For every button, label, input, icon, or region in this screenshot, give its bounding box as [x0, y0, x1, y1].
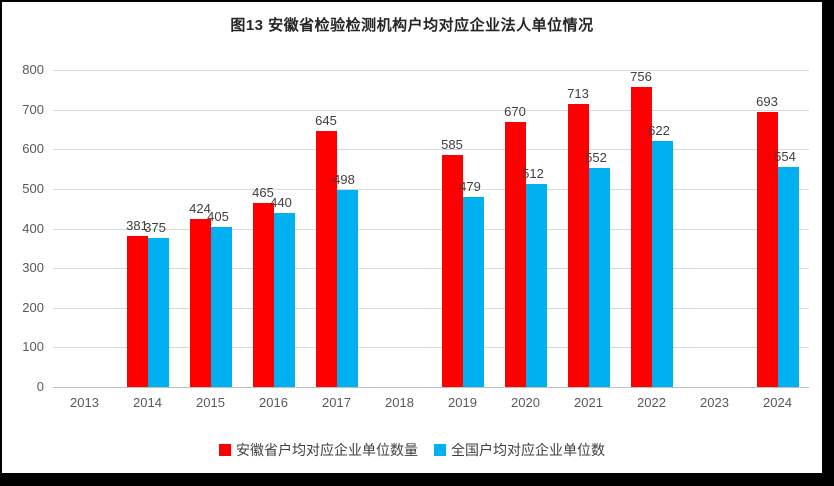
y-axis-tick-label: 700 — [22, 101, 44, 117]
gridline — [53, 228, 809, 230]
gridline — [53, 188, 809, 190]
gridline — [53, 109, 809, 111]
national-bar — [273, 212, 295, 387]
bar-value-label: 381 — [126, 218, 148, 234]
legend-swatch-icon — [219, 444, 231, 456]
bar-value-label: 405 — [207, 208, 229, 224]
anhui-bar — [315, 131, 337, 387]
bar-value-label: 440 — [270, 194, 292, 210]
y-axis-tick-label: 500 — [22, 180, 44, 196]
x-axis-tick-label: 2017 — [322, 395, 351, 410]
anhui-bar — [567, 104, 589, 387]
x-axis-tick-label: 2020 — [511, 395, 540, 410]
bar-value-label: 585 — [441, 137, 463, 153]
legend-swatch-icon — [434, 444, 446, 456]
bar-value-label: 498 — [333, 171, 355, 187]
x-axis-tick-label: 2023 — [700, 395, 729, 410]
legend-item: 全国户均对应企业单位数 — [434, 440, 605, 460]
anhui-bar — [756, 112, 778, 387]
gridline — [53, 347, 809, 349]
x-axis-line — [53, 387, 809, 388]
anhui-bar — [126, 236, 148, 387]
bar-value-label: 713 — [567, 86, 589, 102]
chart-legend: 安徽省户均对应企业单位数量 全国户均对应企业单位数 — [2, 440, 822, 460]
x-axis-tick-label: 2018 — [385, 395, 414, 410]
x-axis-tick-label: 2016 — [259, 395, 288, 410]
gridline — [53, 268, 809, 270]
legend-label: 全国户均对应企业单位数 — [451, 442, 605, 458]
national-bar — [651, 140, 673, 387]
bar-value-label: 756 — [630, 69, 652, 85]
anhui-bar — [504, 121, 526, 387]
gridline — [53, 307, 809, 309]
national-bar — [777, 167, 799, 387]
bar-value-label: 375 — [144, 220, 166, 236]
chart-canvas: 图13 安徽省检验检测机构户均对应企业法人单位情况 0 100 200 300 400 5… — [2, 2, 822, 473]
y-axis-tick-label: 400 — [22, 220, 44, 236]
bar-value-label: 465 — [252, 184, 274, 200]
x-axis-tick-label: 2019 — [448, 395, 477, 410]
legend-item: 安徽省户均对应企业单位数量 — [219, 440, 418, 460]
anhui-bar — [252, 202, 274, 387]
national-bar — [525, 184, 547, 387]
national-bar — [462, 197, 484, 387]
bar-value-label: 479 — [459, 179, 481, 195]
national-bar — [336, 189, 358, 387]
y-axis-tick-label: 0 — [36, 379, 44, 394]
plot-area: 0 100 200 300 400 500 600 700 800 2013 2014 381 375 2… — [2, 2, 822, 473]
y-axis-tick-label: 600 — [22, 141, 44, 157]
bar-value-label: 693 — [756, 94, 778, 110]
y-axis-tick-label: 200 — [22, 299, 44, 315]
legend-label: 安徽省户均对应企业单位数量 — [236, 442, 418, 458]
x-axis-tick-label: 2022 — [637, 395, 666, 410]
bar-value-label: 670 — [504, 103, 526, 119]
anhui-bar — [189, 218, 211, 387]
x-axis-tick-label: 2013 — [70, 395, 99, 410]
y-axis-tick-label: 800 — [22, 62, 44, 77]
x-axis-tick-label: 2015 — [196, 395, 225, 410]
bar-value-label: 645 — [315, 113, 337, 129]
bar-value-label: 424 — [189, 200, 211, 216]
anhui-bar — [441, 155, 463, 387]
anhui-bar — [630, 87, 652, 387]
national-bar — [588, 168, 610, 387]
bar-value-label: 552 — [585, 150, 607, 166]
bar-value-label: 622 — [648, 122, 670, 138]
gridline — [53, 149, 809, 151]
national-bar — [147, 238, 169, 387]
x-axis-tick-label: 2014 — [133, 395, 162, 410]
x-axis-tick-label: 2024 — [763, 395, 792, 410]
x-axis-tick-label: 2021 — [574, 395, 603, 410]
y-axis-tick-label: 100 — [22, 339, 44, 355]
national-bar — [210, 226, 232, 387]
gridline — [53, 70, 809, 71]
bar-value-label: 512 — [522, 166, 544, 182]
chart-title: 图13 安徽省检验检测机构户均对应企业法人单位情况 — [230, 17, 594, 34]
y-axis-tick-label: 300 — [22, 260, 44, 276]
bar-value-label: 554 — [774, 149, 796, 165]
